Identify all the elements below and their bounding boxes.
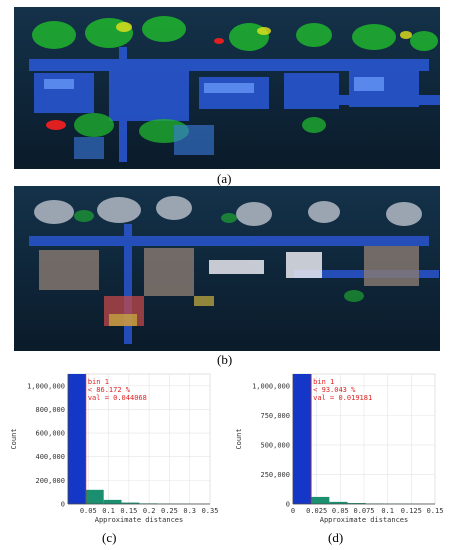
x-tick-label: 0.2 [143, 507, 156, 515]
caption-d: (d) [328, 530, 344, 545]
x-tick-label: 0.15 [427, 507, 444, 515]
x-tick-label: 0.05 [80, 507, 97, 515]
y-tick-label: 800,000 [35, 406, 65, 414]
histogram-c: 0 200,000 400,000 600,000 800,000 1,000,000 0.… [0, 366, 225, 526]
y-tick-label: 200,000 [35, 477, 65, 485]
y-tick-label: 0 [61, 501, 65, 509]
x-tick-label: 0.1 [102, 507, 115, 515]
caption-c: (c) [102, 530, 117, 545]
caption-b: (b) [217, 352, 233, 367]
histogram-bar [103, 499, 122, 504]
histogram-bar [329, 501, 348, 504]
x-axis-title: Approximate distances [95, 516, 184, 524]
caption-a: (a) [217, 171, 232, 186]
histogram-bar [311, 496, 330, 504]
y-tick-label: 400,000 [35, 453, 65, 461]
y-tick-label: 0 [286, 501, 290, 509]
y-tick-label: 600,000 [35, 430, 65, 438]
y-axis-title: Count [10, 428, 18, 449]
histogram-bar [347, 503, 366, 504]
histogram-bar [121, 502, 140, 504]
x-tick-label: 0.3 [183, 507, 196, 515]
y-tick-label: 750,000 [260, 412, 290, 420]
histogram-d: 0 250,000 500,000 750,000 1,000,000 0 0.025 0.0… [225, 366, 450, 526]
bin-info-label: val = 0.019181 [313, 394, 372, 402]
y-tick-label: 1,000,000 [252, 382, 290, 390]
histogram-bar [85, 489, 104, 504]
y-tick-label: 1,000,000 [27, 382, 65, 390]
x-tick-label: 0.125 [401, 507, 422, 515]
x-tick-label: 0.35 [202, 507, 219, 515]
y-tick-label: 250,000 [260, 471, 290, 479]
x-tick-label: 0.25 [161, 507, 178, 515]
histogram-bar [293, 374, 312, 504]
y-tick-label: 500,000 [260, 441, 290, 449]
bin-info-label: bin 1 [313, 378, 334, 386]
bin-info-label: bin 1 [88, 378, 109, 386]
x-tick-label: 0.075 [353, 507, 374, 515]
histogram-bar [68, 374, 86, 504]
point-cloud-image-b [14, 186, 440, 351]
bin-info-label: < 86.172 % [88, 386, 131, 394]
bin-info-label: val = 0.044068 [88, 394, 147, 402]
x-tick-label: 0.1 [381, 507, 394, 515]
plot-area [67, 373, 211, 505]
x-tick-label: 0.025 [306, 507, 327, 515]
y-axis-title: Count [235, 428, 243, 449]
x-tick-label: 0.05 [332, 507, 349, 515]
x-axis-title: Approximate distances [320, 516, 409, 524]
x-tick-label: 0.15 [120, 507, 137, 515]
point-cloud-image-a [14, 7, 440, 169]
bin-info-label: < 93.043 % [313, 386, 356, 394]
x-tick-label: 0 [291, 507, 295, 515]
